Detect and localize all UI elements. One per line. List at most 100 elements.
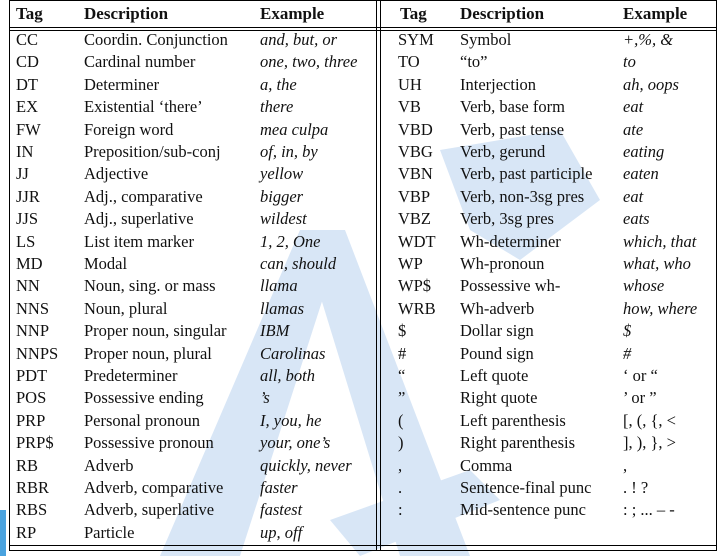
- right-row-tag: SYM: [398, 30, 434, 49]
- left-row-tag: LS: [16, 231, 36, 251]
- right-row-tag: VBD: [398, 119, 433, 139]
- left-row-example: of, in, by: [260, 142, 318, 161]
- right-row-example: #: [623, 343, 632, 363]
- right-row-description: “to”: [460, 52, 488, 72]
- left-row-tag: JJS: [16, 209, 39, 229]
- right-row-description: Pound sign: [460, 343, 534, 363]
- right-row-tag: VB: [398, 97, 421, 117]
- left-row-description: Adverb: [84, 455, 134, 475]
- left-row-tag: DT: [16, 74, 38, 94]
- left-row-description: Cardinal number: [84, 52, 196, 72]
- right-row-description: Verb, past participle: [460, 164, 593, 184]
- right-row-description: Verb, non-3sg pres: [460, 186, 585, 206]
- left-row-tag: NN: [16, 276, 40, 296]
- right-row-description: Left parenthesis: [460, 410, 566, 430]
- left-row-example: mea culpa: [260, 119, 329, 139]
- bottom-rule: [9, 545, 717, 546]
- left-row-tag: NNP: [16, 321, 50, 341]
- left-row-tag: CD: [16, 52, 39, 72]
- right-row-description: Verb, gerund: [460, 142, 546, 161]
- right-row-example: to: [623, 52, 636, 72]
- left-row-description: Adj., comparative: [84, 186, 203, 206]
- right-row-description: Verb, 3sg pres: [460, 209, 554, 229]
- right-row-tag: WRB: [398, 298, 436, 318]
- left-row-description: Predeterminer: [84, 366, 178, 385]
- right-row-example: ], ), }, >: [623, 433, 676, 453]
- left-row-tag: NNPS: [16, 343, 59, 363]
- right-row-description: Comma: [460, 455, 513, 475]
- right-row-example: [, (, {, <: [623, 410, 676, 430]
- header-rule: [9, 27, 717, 28]
- right-row-description: Right parenthesis: [460, 433, 576, 453]
- left-row-tag: JJ: [16, 164, 29, 184]
- right-row-tag: ,: [398, 455, 403, 475]
- left-row-description: Proper noun, singular: [84, 321, 227, 341]
- left-row-description: Modal: [84, 254, 128, 273]
- left-row-example: and, but, or: [260, 30, 338, 49]
- right-row-description: Sentence-final punc: [460, 478, 592, 497]
- left-row-description: Preposition/sub-conj: [84, 142, 221, 161]
- right-row-example: : ; ... – -: [623, 500, 675, 520]
- right-row-example: eat: [623, 97, 644, 117]
- right-row-tag: $: [398, 321, 407, 341]
- right-row-example: ‘ or “: [623, 366, 658, 385]
- left-row-example: yellow: [260, 164, 304, 184]
- left-row-example: I, you, he: [260, 410, 322, 430]
- left-row-tag: RBS: [16, 500, 48, 520]
- left-row-example: quickly, never: [260, 455, 352, 475]
- left-row-example: llama: [260, 276, 298, 296]
- left-row-example: can, should: [260, 254, 337, 273]
- left-row-description: Adjective: [84, 164, 149, 184]
- left-row-example: faster: [260, 478, 298, 497]
- right-row-tag: “: [398, 366, 406, 385]
- left-row-example: Carolinas: [260, 343, 326, 363]
- left-row-tag: PRP: [16, 410, 46, 430]
- right-row-description: Verb, base form: [460, 97, 565, 117]
- right-row-tag: #: [398, 343, 407, 363]
- left-row-example: IBM: [260, 321, 290, 341]
- left-row-example: all, both: [260, 366, 316, 385]
- right-row-tag: VBG: [398, 142, 433, 161]
- left-row-example: ’s: [260, 388, 270, 408]
- right-row-tag: VBN: [398, 164, 433, 184]
- right-row-tag: (: [398, 410, 404, 430]
- left-row-tag: RB: [16, 455, 39, 475]
- right-row-description: Wh-pronoun: [460, 254, 545, 273]
- left-row-description: Proper noun, plural: [84, 343, 212, 363]
- right-row-tag: WDT: [398, 231, 436, 251]
- left-row-example: wildest: [260, 209, 307, 229]
- header-tag-left: Tag: [16, 4, 43, 23]
- right-row-example: ah, oops: [623, 74, 679, 94]
- left-row-description: Coordin. Conjunction: [84, 30, 228, 49]
- right-row-example: whose: [623, 276, 665, 296]
- header-description-left: Description: [84, 4, 169, 23]
- right-row-example: what, who: [623, 254, 691, 273]
- left-row-tag: CC: [16, 30, 39, 49]
- right-row-example: eating: [623, 142, 665, 161]
- left-row-tag: RBR: [16, 478, 50, 497]
- right-row-example: ,: [623, 455, 628, 475]
- right-row-example: eats: [623, 209, 650, 229]
- right-row-example: +,%, &: [623, 30, 674, 49]
- right-row-description: Right quote: [460, 388, 538, 408]
- left-row-example: one, two, three: [260, 52, 358, 72]
- right-row-description: Interjection: [460, 74, 537, 94]
- left-row-example: fastest: [260, 500, 303, 520]
- right-row-description: Wh-determiner: [460, 231, 561, 251]
- left-row-description: Existential ‘there’: [84, 97, 203, 117]
- right-row-tag: VBP: [398, 186, 431, 206]
- left-row-example: up, off: [260, 522, 303, 542]
- pos-tag-table: [9, 0, 717, 551]
- header-description-right: Description: [460, 4, 545, 23]
- left-row-tag: PRP$: [16, 433, 54, 453]
- left-row-example: bigger: [260, 186, 304, 206]
- header-example-right: Example: [623, 4, 688, 23]
- left-row-tag: EX: [16, 97, 38, 117]
- left-row-example: a, the: [260, 74, 297, 94]
- right-row-description: Possessive wh-: [460, 276, 561, 296]
- left-row-tag: POS: [16, 388, 47, 408]
- right-row-description: Symbol: [460, 30, 512, 49]
- left-row-description: Adverb, comparative: [84, 478, 224, 497]
- left-row-description: Noun, sing. or mass: [84, 276, 216, 296]
- left-row-example: llamas: [260, 298, 305, 318]
